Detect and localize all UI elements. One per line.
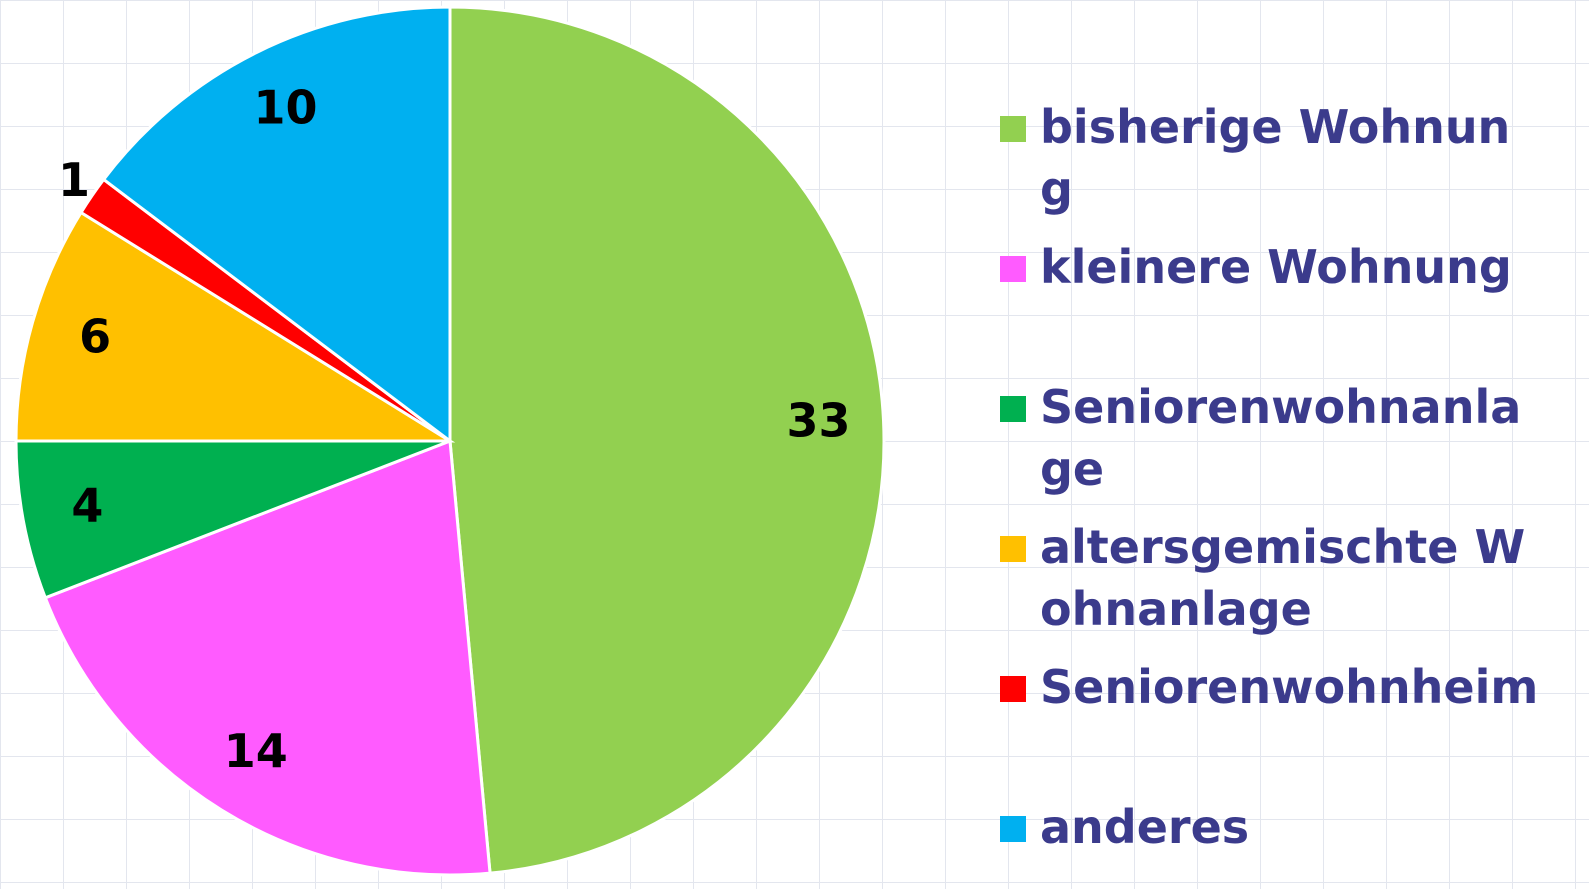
data-label: 4 — [71, 478, 103, 532]
pie-slice — [14, 210, 456, 443]
data-label: 10 — [254, 80, 318, 134]
legend-label: Seniorenwohnheim — [1040, 660, 1539, 714]
legend-label: anderes — [1040, 800, 1250, 854]
legend-label: bisherige Wohnung — [1040, 100, 1511, 216]
data-label: 33 — [786, 393, 850, 447]
legend-item: anderes — [1000, 796, 1540, 858]
legend-swatch — [1000, 816, 1026, 842]
pie-slice — [43, 438, 492, 877]
legend-item: Seniorenwohnanlage — [1000, 376, 1540, 500]
data-label: 14 — [224, 724, 288, 778]
legend-swatch — [1000, 116, 1026, 142]
pie-chart: 33 14 4 6 1 10 — [14, 5, 886, 877]
legend-swatch — [1000, 256, 1026, 282]
legend-label: altersgemischte Wohnanlage — [1040, 520, 1526, 636]
legend-item: Seniorenwohnheim — [1000, 656, 1540, 718]
pie-slice — [448, 5, 886, 875]
legend-item: kleinere Wohnung — [1000, 236, 1540, 298]
legend-label: kleinere Wohnung — [1040, 240, 1512, 294]
pie-slice — [14, 439, 451, 600]
data-label: 6 — [79, 310, 111, 364]
legend-item: altersgemischte Wohnanlage — [1000, 516, 1540, 640]
legend-swatch — [1000, 536, 1026, 562]
legend-label: Seniorenwohnanlage — [1040, 380, 1522, 496]
legend-item: bisherige Wohnung — [1000, 96, 1540, 220]
legend-swatch — [1000, 396, 1026, 422]
pie-slice — [101, 5, 452, 445]
data-label: 1 — [58, 153, 90, 207]
legend-swatch — [1000, 676, 1026, 702]
